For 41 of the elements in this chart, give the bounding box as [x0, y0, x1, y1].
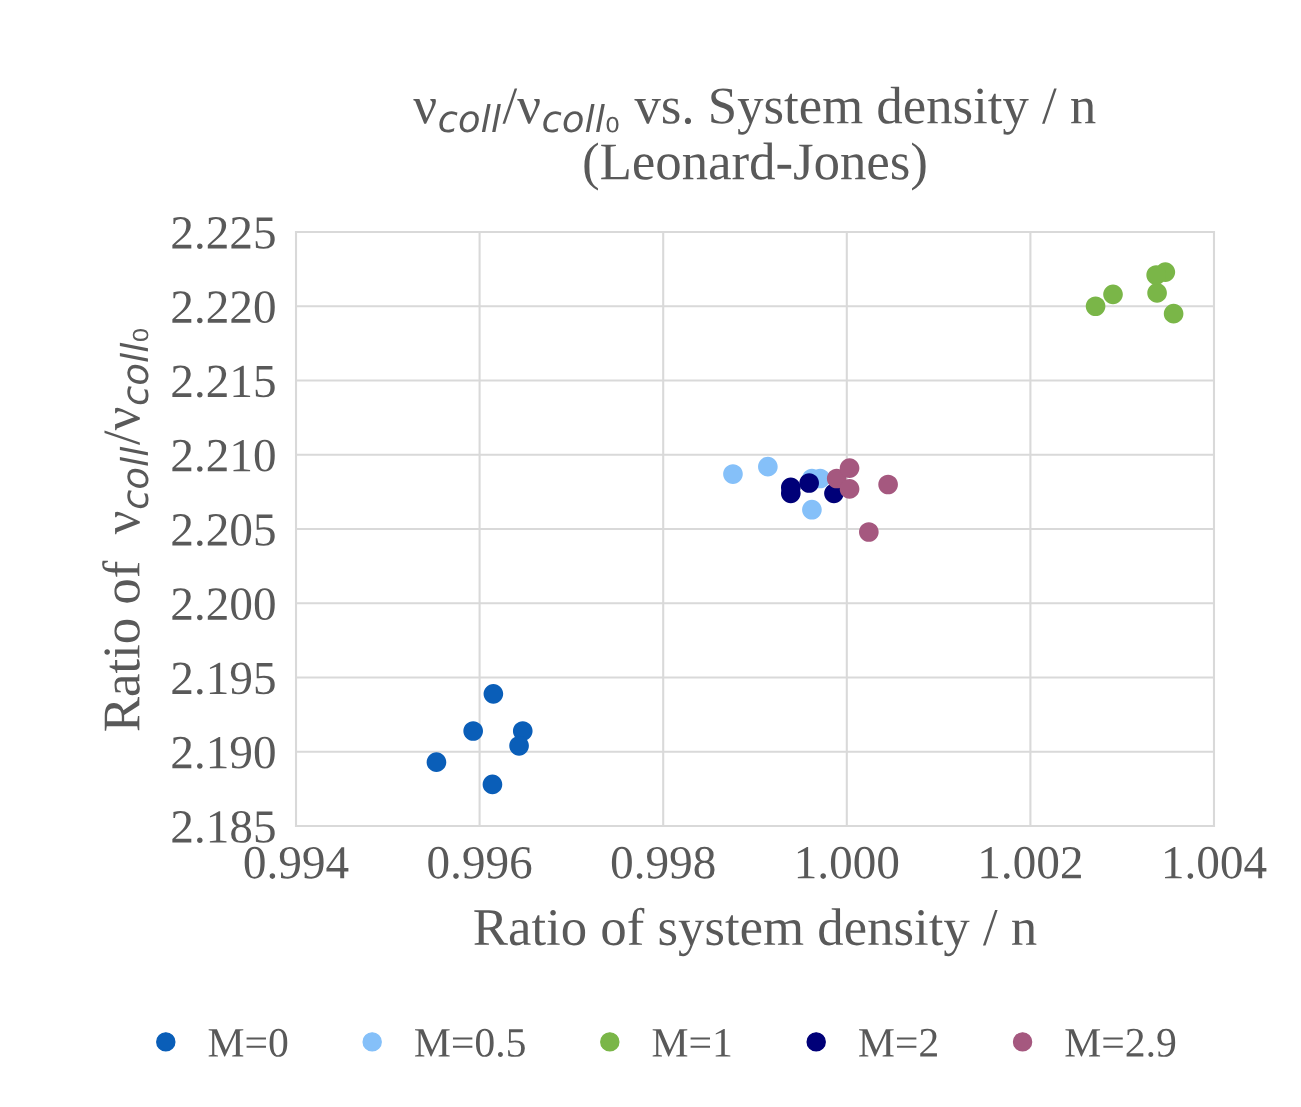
y-tick-label: 2.205: [172, 513, 275, 547]
point: [1085, 296, 1106, 317]
x-tick-label: 1.000: [797, 846, 899, 879]
point: [483, 684, 504, 704]
legend-label: M=2.9: [1065, 1028, 1176, 1058]
x-tick-label: 1.004: [1165, 846, 1267, 879]
point: [426, 752, 447, 772]
y-axis-title: Ratio of ν$_{coll}$/ν$_{coll₀}$: [102, 329, 149, 731]
point: [482, 774, 503, 795]
point: [758, 456, 778, 477]
legend-label: M=0: [208, 1028, 288, 1057]
point: [1163, 303, 1184, 324]
y-tick-label: 2.215: [172, 365, 275, 398]
point: [839, 479, 860, 499]
point: [878, 474, 898, 495]
legend-label: M=0.5: [415, 1028, 525, 1058]
x-axis-title: Ratio of system density / n: [474, 907, 1037, 957]
x-tick-label: 0.996: [428, 846, 532, 879]
x-tick-label: 0.998: [611, 846, 715, 879]
y-tick-label: 2.225: [172, 217, 275, 250]
point: [799, 473, 819, 493]
point: [1146, 265, 1166, 285]
point: [839, 458, 860, 478]
x-tick-label: 1.002: [981, 846, 1081, 879]
y-tick-label: 2.185: [172, 810, 275, 844]
y-tick-label: 2.190: [172, 736, 275, 769]
legend-label: M=1: [652, 1028, 731, 1057]
point: [509, 735, 529, 756]
point: [859, 522, 879, 542]
point: [1103, 284, 1123, 305]
legend-label: M=2: [859, 1028, 937, 1057]
chart-title: ν$_{coll}$/ν$_{coll₀}$ vs. System density / n (Leonard-Jones): [413, 86, 1096, 191]
point: [1147, 283, 1167, 303]
point: [463, 721, 483, 741]
y-tick-label: 2.200: [172, 588, 275, 621]
y-tick-label: 2.195: [172, 662, 275, 695]
x-tick-label: 0.994: [244, 846, 349, 879]
point: [802, 499, 822, 520]
y-tick-label: 2.220: [172, 291, 275, 324]
point: [723, 464, 743, 484]
y-tick-label: 2.210: [172, 439, 275, 472]
